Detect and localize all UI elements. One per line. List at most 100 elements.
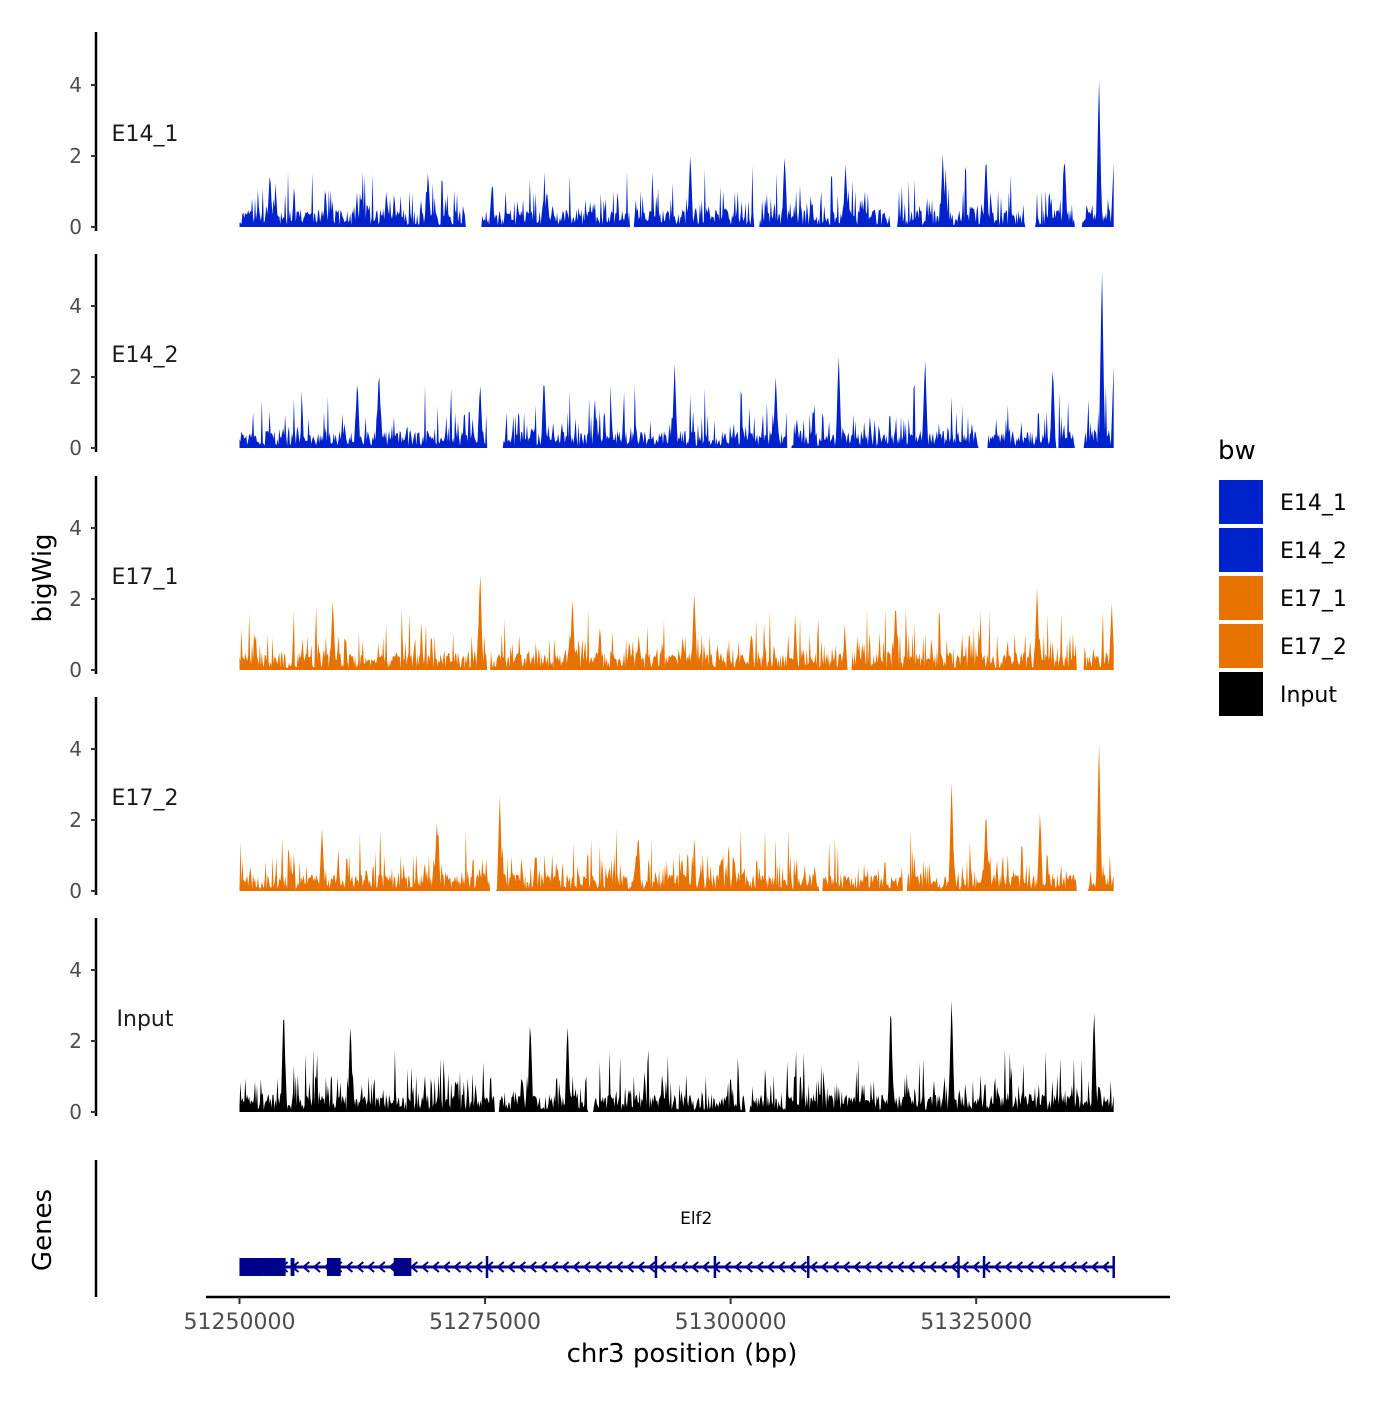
strand-arrow	[647, 1261, 656, 1273]
y-tick-label: 0	[69, 1100, 82, 1124]
strand-arrow	[733, 1261, 743, 1273]
legend-label: Input	[1280, 683, 1337, 708]
x-axis-layer: 51250000 51275000 51300000 51325000	[183, 1295, 1170, 1335]
legend: bw E14_1 E14_2 E17_1 E17_2 Input	[1218, 436, 1347, 716]
strand-arrow	[798, 1261, 807, 1273]
strand-arrow	[474, 1261, 483, 1273]
strand-arrow	[431, 1261, 440, 1273]
legend-swatch	[1219, 528, 1263, 572]
strand-arrow	[928, 1261, 937, 1273]
strand-arrow	[669, 1261, 678, 1273]
y-tick-label: 2	[69, 808, 82, 832]
strand-arrow	[1101, 1261, 1110, 1273]
exon-block	[393, 1258, 412, 1276]
x-tick-label: 51325000	[920, 1310, 1032, 1335]
coverage-area	[239, 271, 1114, 448]
strand-arrow	[863, 1261, 872, 1273]
track-label: E17_2	[112, 786, 179, 811]
legend-swatch	[1219, 480, 1263, 524]
strand-arrow	[1025, 1261, 1034, 1273]
strand-arrow	[355, 1261, 364, 1273]
strand-arrow	[561, 1261, 570, 1273]
strand-arrow	[496, 1261, 505, 1273]
legend-label: E17_1	[1280, 587, 1347, 612]
strand-arrow	[571, 1261, 581, 1273]
legend-swatch	[1219, 672, 1263, 716]
legend-swatch	[1219, 576, 1263, 620]
x-tick-label: 51300000	[675, 1310, 787, 1335]
strand-arrow	[971, 1261, 980, 1273]
strand-arrow	[755, 1261, 764, 1273]
strand-arrow	[701, 1261, 710, 1273]
strand-arrow	[820, 1261, 829, 1273]
y-tick-label: 4	[69, 73, 82, 97]
strand-arrow	[679, 1261, 689, 1273]
strand-arrow	[1047, 1261, 1056, 1273]
strand-arrow	[744, 1261, 753, 1273]
y-tick-label: 2	[69, 1029, 82, 1053]
strand-arrow	[517, 1261, 527, 1273]
strand-arrow	[507, 1261, 516, 1273]
strand-arrow	[766, 1261, 775, 1273]
strand-arrow	[452, 1261, 462, 1273]
legend-label: E14_2	[1280, 539, 1347, 564]
strand-arrow	[420, 1261, 429, 1273]
strand-arrow	[528, 1261, 537, 1273]
strand-arrow	[377, 1261, 386, 1273]
y-tick-label: 4	[69, 737, 82, 761]
y-tick-label: 2	[69, 144, 82, 168]
y-tick-label: 2	[69, 587, 82, 611]
y-tick-label: 0	[69, 215, 82, 239]
track-e17-1: 0 2 4 E17_1	[69, 476, 1114, 682]
coverage-area	[239, 1000, 1114, 1112]
y-tick-label: 0	[69, 436, 82, 460]
y-tick-label: 4	[69, 516, 82, 540]
strand-arrow	[777, 1261, 786, 1273]
track-label: E17_1	[112, 565, 179, 590]
gene-name-label: Elf2	[680, 1209, 712, 1229]
strand-arrow	[582, 1261, 591, 1273]
strand-arrow	[615, 1261, 624, 1273]
coverage-area	[239, 79, 1114, 227]
strand-arrow	[366, 1261, 375, 1273]
strand-arrow	[831, 1261, 840, 1273]
exon-block	[326, 1258, 341, 1276]
strand-arrow	[809, 1261, 818, 1273]
strand-arrow	[658, 1261, 667, 1273]
track-e17-2: 0 2 4 E17_2	[69, 697, 1114, 903]
strand-arrow	[906, 1261, 916, 1273]
strand-arrow	[1014, 1261, 1024, 1273]
strand-arrow	[723, 1261, 732, 1273]
strand-arrow	[1058, 1261, 1067, 1273]
strand-arrow	[960, 1261, 970, 1273]
track-label: E14_2	[112, 343, 179, 368]
strand-arrow	[636, 1261, 645, 1273]
x-axis-title: chr3 position (bp)	[567, 1339, 798, 1369]
strand-arrow	[312, 1261, 321, 1273]
genes-panel-title: Genes	[28, 1189, 58, 1271]
legend-label: E17_2	[1280, 635, 1347, 660]
strand-arrow	[539, 1261, 548, 1273]
y-tick-label: 0	[69, 658, 82, 682]
exon-block	[263, 1258, 286, 1276]
tracks-layer: 0 2 4 E14_1 0 2 4 E14_2 0 2 4 E17_1 0 2 4 E17_2 0 2 4 Input	[69, 32, 1114, 1124]
strand-arrow	[625, 1261, 635, 1273]
coverage-area	[239, 743, 1114, 891]
y-tick-label: 0	[69, 879, 82, 903]
track-label: Input	[117, 1007, 174, 1032]
coverage-area	[239, 575, 1114, 670]
strand-arrow	[885, 1261, 894, 1273]
strand-arrow	[852, 1261, 861, 1273]
strand-arrow	[1036, 1261, 1045, 1273]
strand-arrow	[442, 1261, 451, 1273]
legend-swatch	[1219, 624, 1263, 668]
strand-arrow	[550, 1261, 559, 1273]
track-label: E14_1	[112, 122, 179, 147]
strand-arrow	[993, 1261, 1002, 1273]
x-tick-label: 51275000	[429, 1310, 541, 1335]
strand-arrow	[917, 1261, 926, 1273]
strand-arrow	[604, 1261, 613, 1273]
legend-label: E14_1	[1280, 491, 1347, 516]
